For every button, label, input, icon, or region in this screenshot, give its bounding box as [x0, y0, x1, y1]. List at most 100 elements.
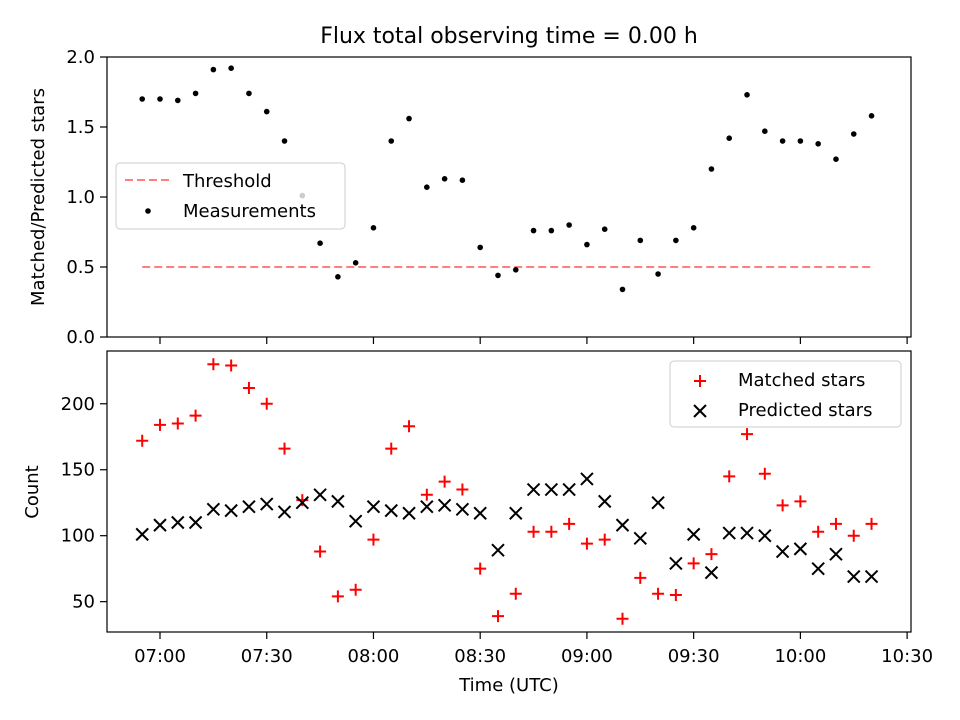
predicted-star-point [277, 505, 292, 519]
measurement-point [370, 225, 377, 231]
measurement-point [157, 96, 163, 102]
top-legend-box [115, 162, 346, 230]
measurement-point [352, 260, 359, 266]
top-y-tick-label: 1.5 [66, 117, 95, 138]
measurement-point [797, 138, 804, 144]
bottom-y-tick-label: 200 [61, 394, 95, 415]
measurement-point [192, 90, 199, 97]
predicted-star-point [384, 503, 398, 518]
matched-star-point [758, 467, 771, 480]
bottom-y-tick-label: 50 [72, 592, 95, 613]
predicted-star-point [829, 547, 843, 561]
predicted-star-point [313, 488, 327, 502]
matched-star-point [741, 428, 754, 441]
legend-predicted-label: Predicted stars [738, 400, 872, 421]
legend-measurements-label: Measurements [183, 201, 316, 222]
matched-star-point [331, 590, 344, 603]
bottom-y-ticks: 50 100 150 200 [61, 394, 107, 613]
x-tick-label: 08:00 [348, 646, 400, 667]
measurement-point [459, 177, 466, 183]
measurement-point [388, 138, 395, 144]
measurement-point [477, 244, 483, 251]
measurement-point [424, 184, 430, 190]
predicted-star-point [562, 482, 576, 497]
x-tick-label: 07:30 [241, 646, 293, 667]
matched-star-point [189, 409, 202, 422]
predicted-star-point [473, 506, 487, 520]
bottom-plot-frame [106, 350, 912, 633]
predicted-star-point [348, 514, 363, 528]
measurement-point [228, 65, 234, 71]
measurement-point [673, 237, 679, 244]
predicted-star-point [366, 499, 381, 514]
measurement-point [335, 274, 341, 280]
x-tick-label: 08:30 [454, 646, 506, 667]
bottom-marks [135, 358, 879, 625]
matched-star-point [474, 562, 487, 575]
matched-star-point [420, 488, 433, 501]
measurement-point [708, 166, 715, 172]
predicted-star-point [295, 496, 310, 510]
predicted-star-point [847, 569, 861, 584]
legend-matched-swatch [694, 375, 706, 387]
matched-star-point [367, 533, 380, 546]
matched-star-point [669, 589, 682, 602]
top-y-tick-label: 2.0 [66, 47, 95, 68]
top-y-tick-label: 0.0 [66, 327, 95, 348]
matched-star-point [847, 529, 860, 542]
matched-star-point [242, 381, 255, 394]
matched-star-point [260, 397, 273, 410]
x-tick-label: 09:00 [561, 646, 613, 667]
measurement-point [744, 92, 750, 98]
measurement-point [246, 90, 252, 97]
measurement-point [619, 286, 626, 293]
matched-star-point [314, 545, 327, 558]
predicted-star-point [793, 542, 808, 556]
measurement-point [868, 113, 875, 119]
predicted-star-point [455, 502, 470, 517]
matched-star-point [634, 571, 647, 584]
bottom-x-ticks: 07:00 07:30 08:00 08:30 09:00 09:30 10:00 10:30 [134, 632, 933, 667]
measurement-point [263, 108, 270, 115]
predicted-star-point [580, 472, 594, 486]
matched-star-point [652, 587, 665, 600]
top-y-ticks: 0.0 0.5 1.0 1.5 2.0 [66, 47, 107, 348]
x-tick-label: 09:30 [668, 646, 720, 667]
measurement-point [495, 272, 501, 279]
predicted-star-point [153, 518, 167, 532]
matched-star-point [171, 417, 184, 430]
predicted-star-point [758, 528, 772, 543]
predicted-star-point [633, 531, 647, 546]
matched-star-point [723, 470, 736, 483]
predicted-star-point [544, 482, 559, 497]
top-y-tick-label: 1.0 [66, 187, 95, 208]
matched-star-point [278, 442, 291, 455]
x-tick-label: 10:30 [881, 646, 933, 667]
legend-measurements-swatch [145, 208, 151, 214]
predicted-star-point [260, 497, 274, 511]
matched-star-point [776, 499, 789, 512]
bottom-legend: Matched stars Predicted stars [669, 360, 902, 428]
predicted-star-point [740, 526, 754, 540]
top-x-ticks [159, 337, 908, 344]
legend-predicted-swatch [693, 404, 707, 418]
predicted-star-point [651, 496, 665, 510]
measurement-point [566, 222, 572, 228]
predicted-star-point [491, 543, 505, 557]
matched-star-point [527, 525, 540, 538]
matched-star-point [616, 612, 629, 625]
matched-star-point [207, 358, 220, 371]
top-panel: 0.00.51.01.52.0 Matched/Predicted stars … [28, 47, 912, 348]
predicted-star-point [206, 502, 221, 517]
measurement-point [779, 138, 786, 144]
matched-star-point [456, 483, 469, 496]
bottom-y-axis-label: Count [22, 465, 43, 518]
predicted-star-point [420, 499, 434, 514]
matched-star-point [136, 434, 149, 447]
measurement-point [317, 240, 323, 246]
predicted-star-point [224, 503, 238, 518]
measurement-point [139, 96, 146, 102]
matched-star-point [794, 495, 807, 508]
predicted-star-point [864, 569, 879, 584]
